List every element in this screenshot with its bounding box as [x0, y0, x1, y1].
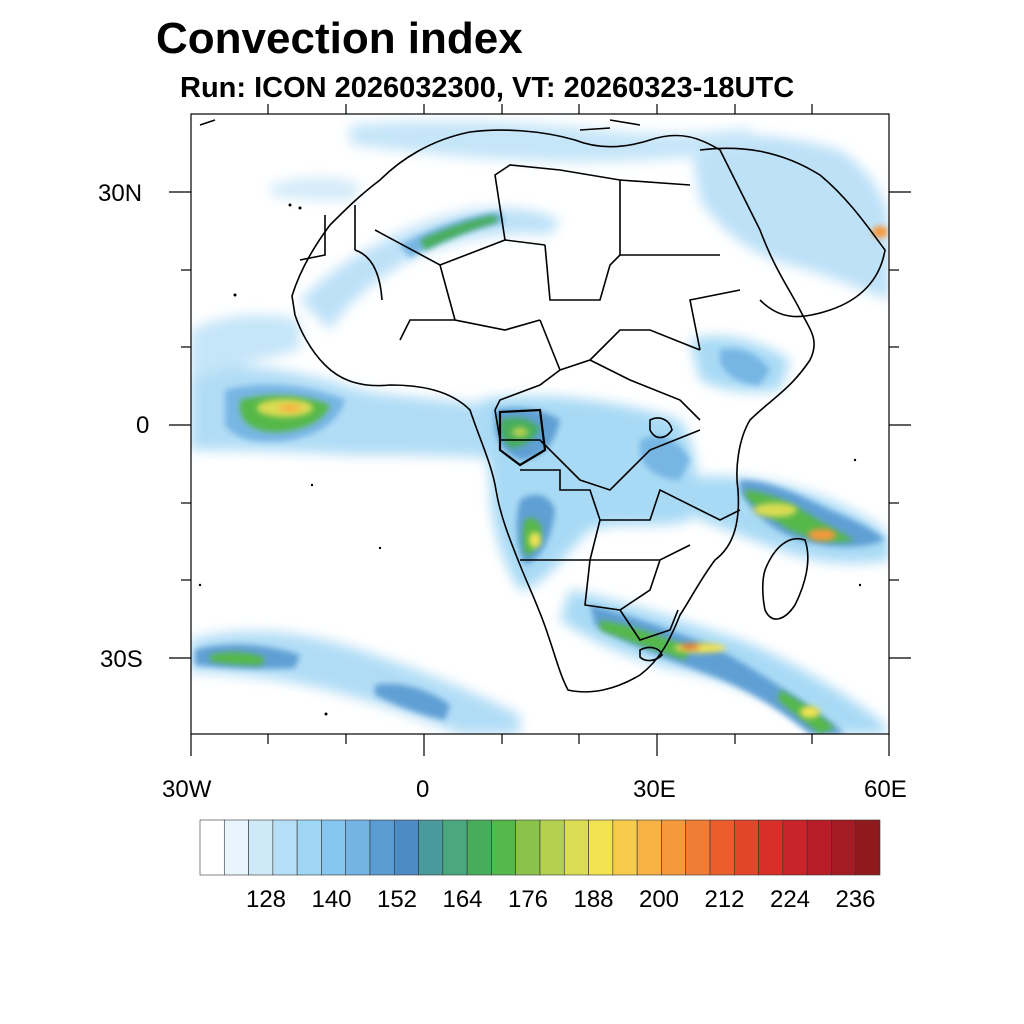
colorbar-label: 236: [835, 886, 876, 913]
lon-label-30e: 30E: [633, 776, 676, 803]
lat-label-0: 0: [136, 412, 150, 439]
colorbar-label: 188: [573, 886, 614, 913]
colorbar-label: 128: [245, 886, 287, 913]
chart-subtitle: Run: ICON 2026032300, VT: 20260323-18UTC: [180, 72, 795, 104]
colorbar-label: 152: [376, 886, 418, 913]
colorbar-label: 140: [311, 886, 352, 913]
islands: [198, 203, 862, 716]
coastlines: [199, 119, 886, 693]
colorbar-label: 176: [507, 886, 549, 913]
axis-ticks: [169, 104, 911, 756]
colorbar-label: 224: [769, 886, 811, 913]
chart-title: Convection index: [156, 14, 523, 63]
colorbar-label: 164: [442, 886, 483, 913]
colorbar-label: 200: [638, 886, 680, 913]
lon-label-0: 0: [416, 776, 430, 803]
convection-field: [191, 119, 889, 734]
lon-label-60e: 60E: [864, 776, 907, 803]
lat-label-30s: 30S: [100, 646, 143, 673]
colorbar-label: 212: [704, 886, 745, 913]
lat-label-30n: 30N: [98, 180, 143, 207]
map-frame: [190, 113, 890, 735]
lon-label-30w: 30W: [162, 776, 212, 803]
